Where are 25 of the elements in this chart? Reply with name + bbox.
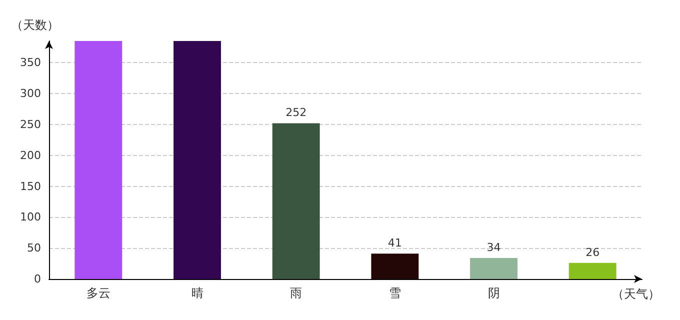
y-tick-label: 200 bbox=[20, 148, 41, 162]
x-tick-label: 多云 bbox=[86, 286, 110, 300]
x-tick-label: 雪 bbox=[388, 286, 401, 300]
x-axis-title: （天气） bbox=[612, 287, 660, 301]
x-tick-label: 晴 bbox=[191, 286, 204, 300]
data-label: 252 bbox=[286, 106, 307, 120]
bar bbox=[371, 254, 419, 279]
bar bbox=[568, 262, 616, 279]
data-label: 41 bbox=[388, 236, 402, 250]
bar bbox=[272, 123, 320, 279]
y-tick-label: 50 bbox=[27, 242, 41, 255]
x-tick-label: 雨 bbox=[290, 286, 302, 300]
y-tick-label: 0 bbox=[34, 272, 41, 286]
y-tick-label: 100 bbox=[20, 210, 41, 224]
y-tick-label: 150 bbox=[20, 180, 41, 193]
y-axis-title: （天数） bbox=[11, 18, 59, 32]
bar bbox=[174, 41, 221, 279]
bar bbox=[470, 258, 518, 279]
y-tick-label: 350 bbox=[20, 56, 41, 70]
data-label: 34 bbox=[486, 240, 501, 254]
y-tick-label: 300 bbox=[20, 87, 41, 100]
bar bbox=[74, 41, 122, 279]
y-tick-label: 250 bbox=[20, 118, 41, 131]
data-label: 26 bbox=[586, 246, 600, 259]
x-tick-label: 阴 bbox=[488, 286, 500, 300]
